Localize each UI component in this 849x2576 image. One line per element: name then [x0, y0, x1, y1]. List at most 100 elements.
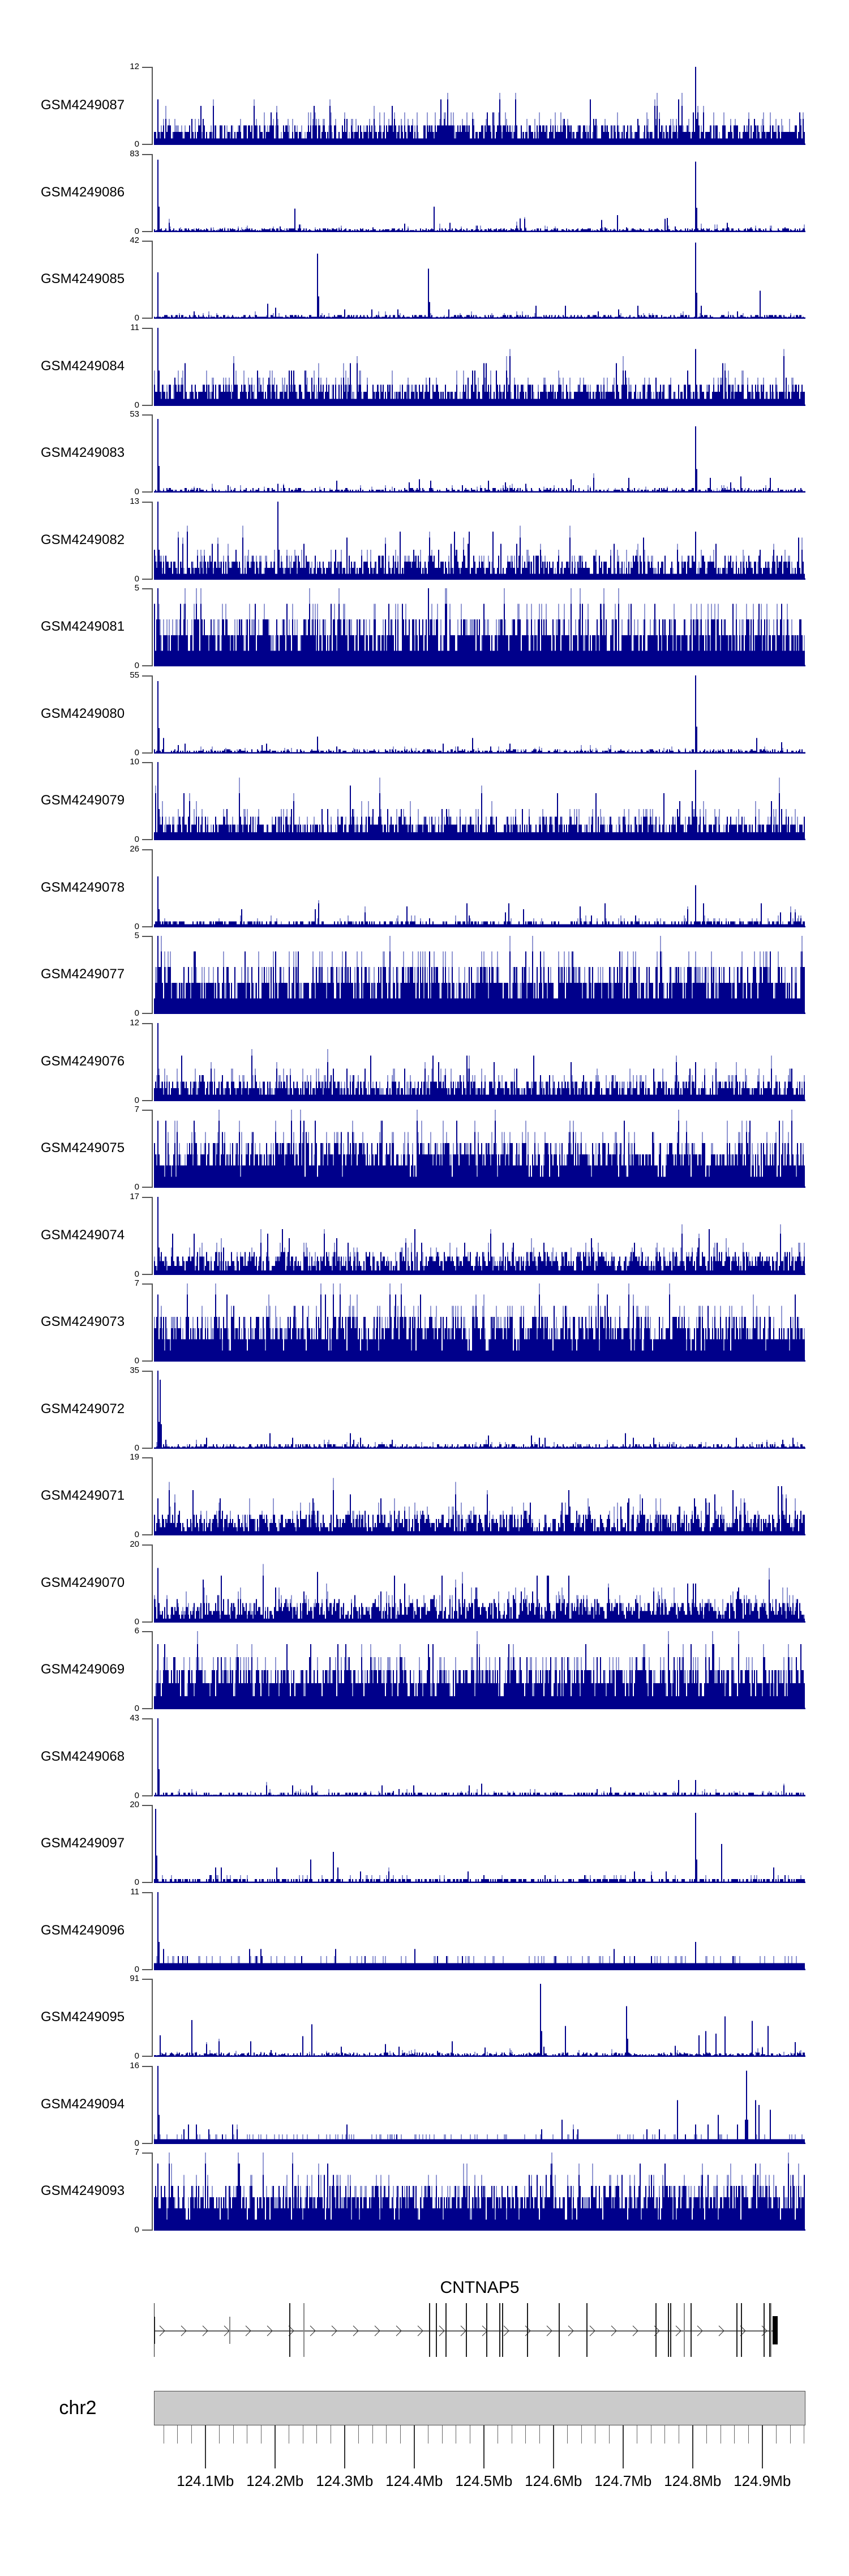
track-y-axis-tick-bottom [142, 2143, 153, 2144]
coverage-baseline [154, 752, 805, 754]
exon-mark [769, 2303, 770, 2357]
coverage-bars [154, 1294, 805, 1362]
track-y-max-label: 26 [130, 844, 139, 854]
track-y-axis-tick-top [142, 1631, 153, 1632]
track-y-axis-tick-bottom [142, 2056, 153, 2057]
strand-arrow-icon [482, 2325, 488, 2337]
strand-arrow-icon [353, 2325, 359, 2337]
track-y-axis-tick-top [142, 2153, 153, 2154]
track-y-axis-tick-top [142, 67, 153, 68]
strand-arrow-icon [181, 2325, 187, 2337]
exon-mark [770, 2303, 771, 2357]
exon-mark [559, 2303, 560, 2357]
strand-arrow-icon [546, 2325, 552, 2337]
coverage-histogram [154, 1023, 805, 1101]
exon-mark [736, 2303, 737, 2357]
axis-minor-tick [539, 2425, 540, 2444]
axis-major-tick [275, 2425, 276, 2468]
coverage-baseline [154, 1012, 805, 1014]
axis-major-tick [553, 2425, 554, 2468]
track-y-max-label: 12 [130, 1018, 139, 1028]
coverage-bars [154, 1120, 805, 1188]
track-y-axis-tick-top [142, 154, 153, 155]
coverage-histogram [154, 1564, 805, 1623]
axis-minor-tick [775, 2425, 777, 2444]
track-y-zero-label: 0 [134, 1096, 139, 1105]
track-y-zero-label: 0 [134, 1617, 139, 1627]
coverage-bars [154, 1808, 805, 1883]
coverage-histogram [154, 67, 805, 145]
track-y-axis-tick-top [142, 1283, 153, 1285]
strand-arrow-icon [761, 2325, 767, 2337]
track-y-axis-tick-bottom [142, 1100, 153, 1101]
coverage-bars [154, 418, 805, 493]
coverage-bars [154, 1486, 805, 1535]
axis-minor-tick [748, 2425, 749, 2444]
track-y-axis-tick-top [142, 1544, 153, 1546]
track-sample-label: GSM4249084 [40, 358, 125, 374]
axis-tick-label: 124.7Mb [594, 2472, 652, 2489]
track-y-zero-label: 0 [134, 748, 139, 758]
track-y-axis-line [152, 67, 153, 145]
track-y-axis-tick-top [142, 1371, 153, 1372]
track-y-axis-tick-bottom [142, 926, 153, 927]
track-y-axis-line [152, 1718, 153, 1796]
axis-minor-tick [441, 2425, 443, 2444]
axis-minor-tick [177, 2425, 178, 2444]
coverage-baseline [154, 1273, 805, 1275]
strand-arrow-icon [310, 2325, 316, 2337]
strand-arrow-icon [159, 2325, 165, 2337]
track-y-axis-line [152, 241, 153, 319]
axis-major-tick [623, 2425, 624, 2468]
coverage-baseline [154, 230, 805, 232]
coverage-bars-light [154, 2124, 803, 2144]
track-sample-label: GSM4249080 [40, 706, 125, 721]
coverage-baseline [154, 2142, 805, 2144]
coverage-bars [154, 1568, 805, 1623]
axis-minor-tick [525, 2425, 526, 2444]
coverage-baseline [154, 578, 805, 580]
track-y-axis-line [152, 588, 153, 666]
track-y-axis-tick-bottom [142, 1274, 153, 1275]
track-y-max-label: 20 [130, 1800, 139, 1809]
exon-mark [684, 2303, 685, 2357]
track-sample-label: GSM4249086 [40, 185, 125, 200]
track-y-axis-line [152, 1979, 153, 2057]
exon-mark [303, 2303, 305, 2357]
track-y-axis-tick-bottom [142, 1187, 153, 1188]
track-y-axis-tick-top [142, 675, 153, 677]
strand-arrow-icon [202, 2325, 208, 2337]
coverage-bars-light [163, 900, 801, 927]
coverage-baseline [154, 491, 805, 493]
track-y-axis-tick-top [142, 502, 153, 503]
track-y-zero-label: 0 [134, 487, 139, 497]
coverage-bars [154, 1023, 805, 1101]
coverage-histogram [154, 418, 805, 493]
coverage-bars [154, 1892, 805, 1970]
coverage-histogram [154, 876, 805, 927]
coverage-histogram [154, 2153, 805, 2231]
track-y-axis-tick-top [142, 1110, 153, 1111]
axis-minor-tick [706, 2425, 707, 2444]
coverage-histogram [154, 1892, 805, 1970]
exon-mark [764, 2303, 765, 2357]
axis-tick-label: 124.1Mb [177, 2472, 234, 2489]
exon-mark [670, 2303, 671, 2357]
axis-major-tick [692, 2425, 693, 2468]
coverage-histogram [154, 242, 805, 319]
track-y-axis-tick-bottom [142, 579, 153, 580]
axis-minor-tick [567, 2425, 568, 2444]
coverage-baseline [154, 665, 805, 666]
exon-mark [741, 2303, 742, 2357]
strand-arrow-icon [245, 2325, 251, 2337]
track-y-max-label: 7 [134, 1105, 139, 1114]
track-y-zero-label: 0 [134, 313, 139, 323]
exon-mark [445, 2303, 447, 2357]
exon-mark [499, 2303, 500, 2357]
exon-mark-short [229, 2317, 231, 2344]
track-y-axis-tick-top [142, 1892, 153, 1893]
axis-minor-tick [191, 2425, 192, 2444]
chromosome-label: chr2 [59, 2397, 97, 2419]
track-y-axis-tick-bottom [142, 752, 153, 754]
